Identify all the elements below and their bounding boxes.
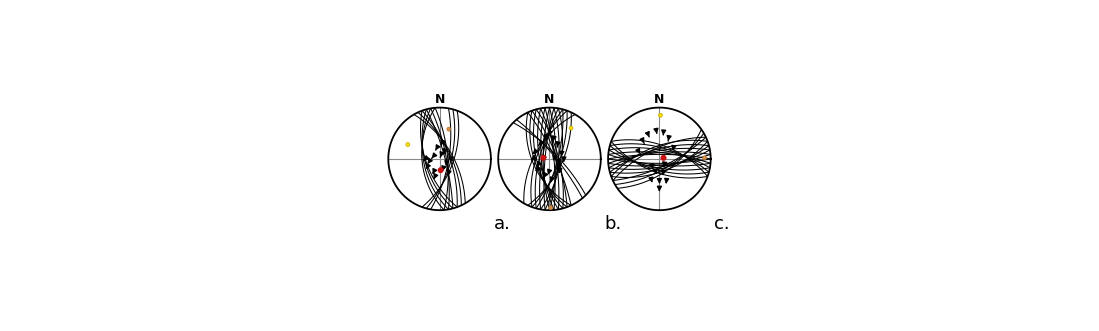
Circle shape bbox=[548, 206, 553, 210]
Circle shape bbox=[658, 113, 663, 117]
Circle shape bbox=[406, 143, 410, 146]
Circle shape bbox=[447, 127, 451, 131]
Circle shape bbox=[439, 168, 443, 172]
Text: N: N bbox=[654, 93, 665, 106]
Text: N: N bbox=[544, 93, 555, 106]
Circle shape bbox=[569, 126, 573, 130]
Text: a.: a. bbox=[495, 215, 511, 233]
Text: b.: b. bbox=[604, 215, 621, 233]
Circle shape bbox=[702, 156, 707, 160]
Circle shape bbox=[541, 156, 545, 160]
Circle shape bbox=[662, 156, 666, 160]
Text: N: N bbox=[434, 93, 445, 106]
Text: c.: c. bbox=[714, 215, 730, 233]
